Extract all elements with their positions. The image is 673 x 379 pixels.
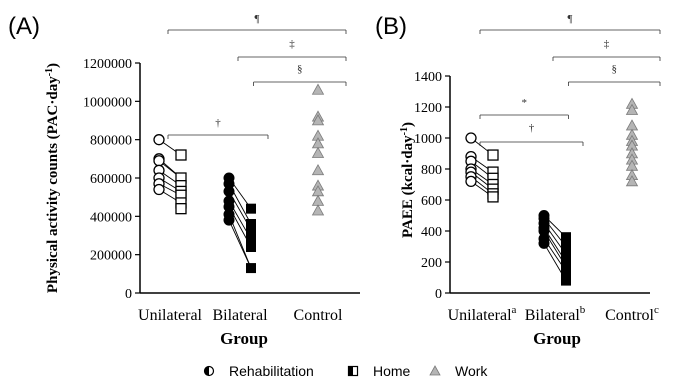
point-unilateral-rehabilitation (465, 132, 477, 144)
point-bilateral-rehabilitation (538, 237, 550, 249)
point-control-work (625, 103, 639, 115)
point-control-work (311, 83, 325, 95)
y-axis-label-text: Physical activity counts (PAC·day (45, 76, 61, 293)
y-tick-label: 1000000 (83, 95, 132, 110)
category-label: Controlc (605, 304, 659, 324)
point-control-work (311, 146, 325, 158)
point-control-work (625, 119, 639, 131)
point-control-work (625, 175, 639, 187)
legend-label: Home (373, 363, 411, 379)
significance-symbol: ¶ (255, 13, 260, 25)
y-tick-label: 600 (421, 194, 442, 209)
category-label-text: Control (605, 307, 654, 324)
panel-a: (A) 0 200000 400000 600000 800000 1000000 12000… (8, 13, 360, 348)
point-bilateral-home (561, 241, 571, 252)
y-tick-label: 1200000 (83, 57, 132, 72)
category-label-text: Bilateral (212, 307, 268, 324)
point-control-work (311, 194, 325, 206)
point-bilateral-home (561, 232, 571, 243)
panel-label: (A) (8, 13, 40, 40)
y-tick-label: 200000 (90, 249, 132, 264)
point-bilateral-home (246, 224, 256, 235)
y-axis-label: Physical activity counts (PAC·day-1) (44, 63, 61, 293)
y-tick-label: 400 (421, 225, 442, 240)
significance-symbol: § (611, 63, 617, 75)
pair-line-bilateral (228, 219, 252, 269)
y-tick-label: 0 (125, 287, 132, 302)
legend-marker-home (347, 365, 359, 377)
significance-symbol: ‡ (289, 38, 295, 50)
category-label: Bilateral (212, 307, 268, 324)
significance-symbol: † (529, 122, 535, 134)
point-unilateral-home (487, 191, 499, 203)
point-bilateral-home (561, 249, 571, 260)
point-unilateral-rehabilitation (153, 155, 165, 167)
point-bilateral-home (246, 234, 256, 245)
point-bilateral-home (246, 242, 256, 252)
point-control-work (311, 204, 325, 216)
y-tick-label: 1000 (414, 132, 442, 147)
y-tick-label: 400000 (90, 210, 132, 225)
y-tick-label: 800 (421, 163, 442, 178)
y-axis-label: PAEE (kcal·day-1) (399, 122, 416, 238)
significance-symbol: † (215, 117, 221, 129)
point-unilateral-rehabilitation (465, 175, 477, 188)
category-label: Control (294, 307, 343, 324)
point-unilateral-home (175, 203, 187, 215)
legend: Rehabilitation Home Work (203, 363, 488, 379)
panel-b: (B) 0 200 400 600 800 1000 1200 1400 PAEE (kcal·d… (375, 13, 661, 348)
point-bilateral-home (561, 266, 571, 277)
point-unilateral-home (487, 149, 499, 161)
category-label-sup: a (512, 304, 517, 316)
y-axis-label-end: ) (45, 63, 61, 68)
point-control-work (311, 114, 325, 126)
category-label: Unilateral (138, 307, 203, 324)
category-label-text: Unilateral (138, 307, 203, 324)
x-axis-label: Group (220, 329, 268, 348)
category-label-text: Unilateral (448, 307, 513, 324)
legend-label: Work (455, 363, 488, 379)
category-label-sup: c (654, 304, 659, 316)
point-unilateral-rehabilitation (153, 183, 165, 196)
significance-symbol: § (297, 63, 303, 75)
y-axis-label-sup: -1 (44, 68, 55, 76)
significance-symbol: ¶ (568, 13, 573, 25)
significance-symbol: * (521, 97, 527, 109)
point-bilateral-home (561, 275, 571, 286)
y-tick-label: 800000 (90, 134, 132, 149)
point-control-work (311, 164, 325, 176)
y-tick-label: 0 (435, 287, 442, 302)
point-unilateral-home (175, 149, 187, 161)
y-tick-label: 600000 (90, 172, 132, 187)
point-bilateral-home (246, 203, 256, 214)
category-label: Unilaterala (448, 304, 517, 324)
legend-label: Rehabilitation (229, 363, 314, 379)
significance-symbol: ‡ (604, 38, 610, 50)
point-unilateral-rehabilitation (153, 134, 165, 146)
category-label-text: Bilateral (525, 307, 581, 324)
y-tick-label: 1400 (414, 70, 442, 85)
category-label-text: Control (294, 307, 343, 324)
point-bilateral-rehabilitation (223, 214, 235, 226)
point-bilateral-home (246, 263, 256, 274)
category-label: Bilateralb (525, 304, 586, 324)
legend-marker-rehabilitation (203, 365, 215, 377)
y-tick-label: 1200 (414, 101, 442, 116)
y-tick-label: 200 (421, 256, 442, 271)
panel-label: (B) (375, 13, 407, 40)
point-bilateral-rehabilitation (223, 185, 235, 197)
y-axis-label-end: ) (400, 122, 416, 127)
y-axis-label-sup: -1 (399, 127, 410, 135)
category-label-sup: b (580, 304, 586, 316)
y-axis-label-text: PAEE (kcal·day (400, 135, 416, 238)
point-bilateral-home (246, 219, 256, 229)
legend-marker-work (429, 365, 441, 376)
x-axis-label: Group (533, 329, 581, 348)
